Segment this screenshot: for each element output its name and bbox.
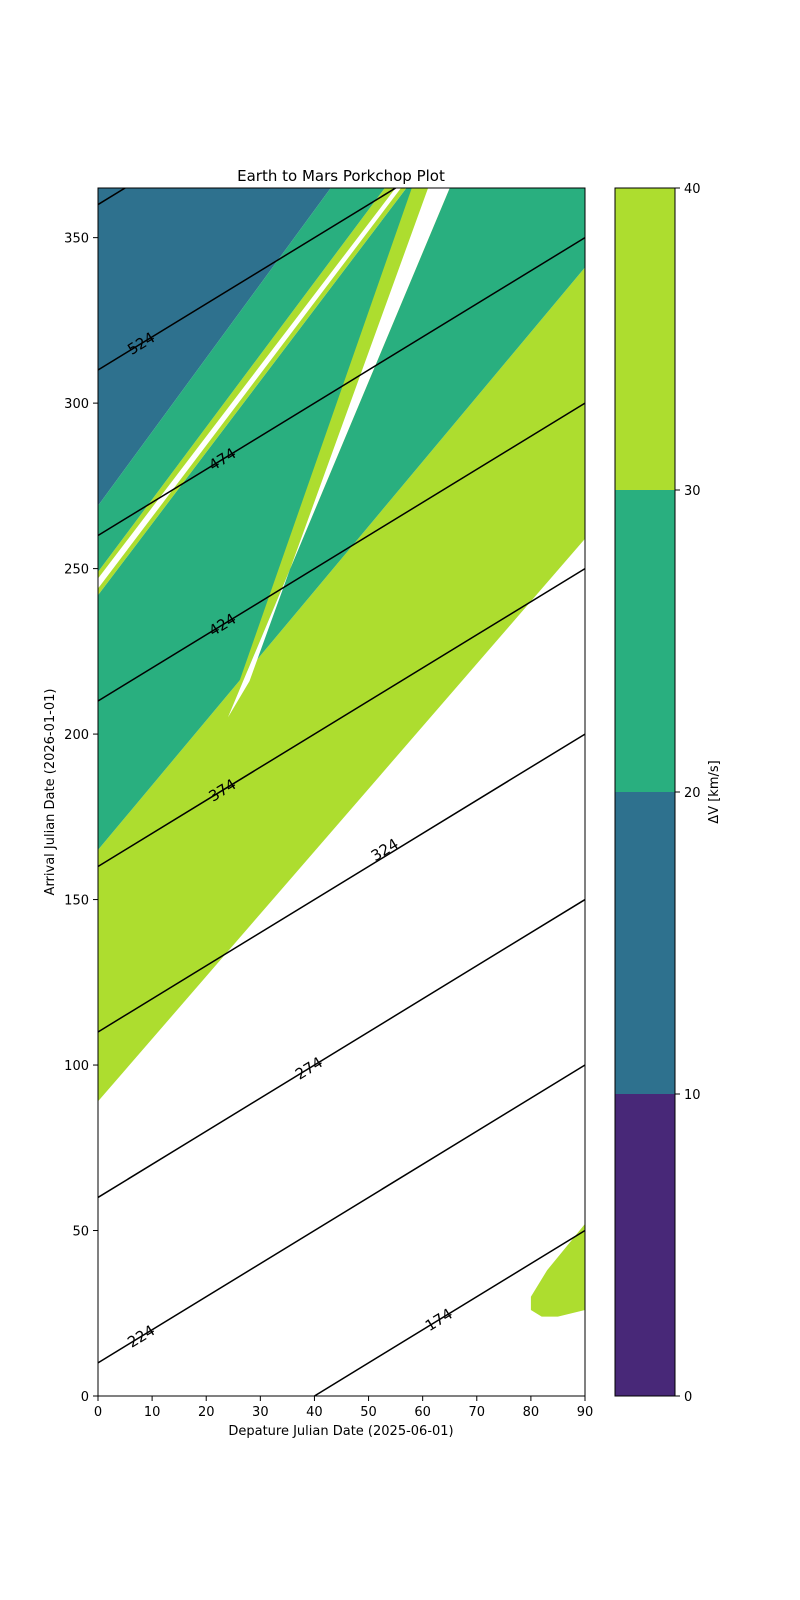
y-axis-label: Arrival Julian Date (2026-01-01) <box>43 689 58 896</box>
x-axis-label: Depature Julian Date (2025-06-01) <box>228 1424 453 1439</box>
contour-region-8 <box>530 1223 585 1317</box>
y-tick-label: 50 <box>72 1225 89 1240</box>
contour-line-274 <box>98 898 585 1199</box>
contour-region-7 <box>227 188 450 718</box>
y-tick-label: 250 <box>64 563 89 578</box>
contour-region-3 <box>98 188 407 596</box>
colorbar-swatch-0 <box>615 1094 675 1396</box>
contour-line-224 <box>98 1064 585 1364</box>
contour-line-324 <box>98 733 585 1033</box>
x-tick-label: 50 <box>360 1405 377 1420</box>
colorbar-swatch-1 <box>615 792 675 1094</box>
contour-label-324: 324 <box>368 835 402 865</box>
x-tick-label: 10 <box>144 1405 161 1420</box>
contour-line-424 <box>98 402 585 702</box>
contour-line-174 <box>314 1229 585 1396</box>
colorbar-swatch-2 <box>615 490 675 792</box>
x-tick-label: 60 <box>414 1405 431 1420</box>
x-tick-label: 40 <box>306 1405 323 1420</box>
y-tick-label: 100 <box>64 1059 89 1074</box>
contour-line-524 <box>98 188 398 371</box>
x-tick-label: 30 <box>252 1405 269 1420</box>
colorbar-tick-label: 20 <box>684 786 701 801</box>
x-axis: 0 10 20 30 40 50 60 70 80 90 <box>94 1396 593 1420</box>
colorbar: 0 10 20 30 40 <box>614 182 701 1405</box>
contour-line-474 <box>98 237 585 537</box>
y-tick-label: 200 <box>64 728 89 743</box>
colorbar-tick-label: 10 <box>684 1088 701 1103</box>
y-tick-label: 150 <box>64 894 89 909</box>
y-tick-label: 0 <box>81 1390 89 1405</box>
contour-region-5 <box>98 188 385 572</box>
colorbar-tick-label: 0 <box>684 1390 692 1405</box>
x-tick-label: 80 <box>523 1405 540 1420</box>
x-tick-label: 90 <box>577 1405 594 1420</box>
filled-contour-regions <box>98 188 585 1317</box>
colorbar-tick-label: 30 <box>684 484 701 499</box>
contour-region-1 <box>98 188 585 850</box>
colorbar-label: ΔV [km/s] <box>707 760 722 823</box>
colorbar-tick-label: 40 <box>684 182 701 197</box>
contour-label-224: 224 <box>124 1321 158 1351</box>
contour-lines <box>98 188 585 1396</box>
x-tick-label: 20 <box>198 1405 215 1420</box>
colorbar-swatch-3 <box>615 188 675 490</box>
contour-region-0 <box>98 267 585 1102</box>
y-tick-label: 350 <box>64 232 89 247</box>
chart-title: Earth to Mars Porkchop Plot <box>237 167 445 185</box>
contour-line-374 <box>98 567 585 868</box>
x-tick-label: 0 <box>94 1405 102 1420</box>
contour-label-174: 174 <box>422 1305 456 1335</box>
contour-label-274: 274 <box>292 1053 326 1083</box>
plot-frame <box>97 187 586 1397</box>
y-axis: 0 50 100 150 200 250 300 350 <box>64 232 98 1405</box>
y-tick-label: 300 <box>64 397 89 412</box>
plot-area <box>98 188 585 1396</box>
x-tick-label: 70 <box>469 1405 486 1420</box>
